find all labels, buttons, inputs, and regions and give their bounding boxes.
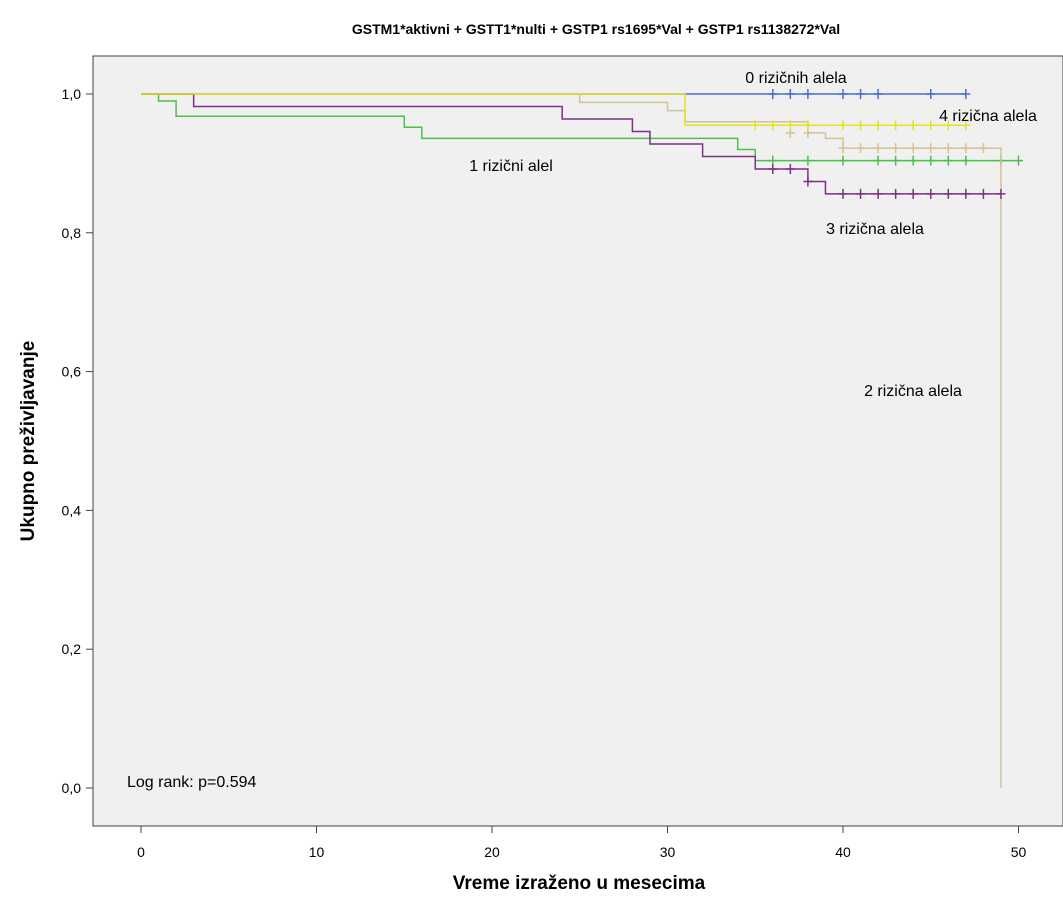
censor-mark: [926, 89, 936, 99]
series-4: [141, 93, 971, 131]
censor-mark: [961, 89, 971, 99]
censor-mark: [803, 89, 813, 99]
censor-mark: [768, 120, 778, 131]
censor-mark: [961, 155, 971, 166]
series-label-1: 1 rizični alel: [469, 158, 553, 175]
censor-mark: [908, 155, 918, 166]
censor-mark: [856, 89, 866, 99]
y-tick-label: 0,2: [62, 641, 82, 657]
censor-mark: [785, 89, 795, 99]
censor-mark: [856, 120, 866, 131]
x-tick-label: 0: [137, 844, 145, 860]
x-tick-label: 40: [835, 844, 851, 860]
censor-mark: [856, 143, 866, 154]
censor-mark: [873, 155, 883, 166]
censor-mark: [891, 120, 901, 131]
censor-mark: [891, 155, 901, 166]
censor-mark: [943, 155, 953, 166]
censor-mark: [1014, 155, 1023, 166]
censor-mark: [803, 120, 813, 131]
plot-area: [92, 55, 1063, 827]
censor-mark: [961, 143, 971, 154]
censor-mark: [873, 120, 883, 131]
censor-mark: [961, 120, 971, 131]
y-tick-label: 1,0: [62, 86, 82, 102]
x-axis: 0 10 20 30 40 50: [137, 826, 1026, 860]
censor-mark: [943, 120, 953, 131]
censor-mark: [803, 155, 813, 166]
censor-mark: [926, 143, 936, 154]
censor-mark: [996, 188, 1006, 199]
censor-mark: [768, 89, 778, 99]
y-tick-label: 0,4: [62, 502, 82, 518]
series-label-3: 3 rizična alela: [826, 221, 924, 238]
x-tick-label: 10: [309, 844, 325, 860]
censor-mark: [891, 188, 901, 199]
y-axis: 0,0 0,2 0,4 0,6 0,8 1,0: [62, 86, 93, 796]
censor-mark: [908, 120, 918, 131]
censor-mark: [838, 120, 848, 131]
censor-mark: [838, 188, 848, 199]
censor-mark: [943, 143, 953, 154]
censor-mark: [785, 120, 795, 131]
censor-mark: [908, 143, 918, 154]
y-tick-label: 0,8: [62, 225, 82, 241]
series-label-4: 4 rizična alela: [939, 108, 1037, 125]
x-tick-label: 50: [1011, 844, 1027, 860]
censor-mark: [838, 89, 848, 99]
series-line: [141, 93, 966, 126]
censor-mark: [873, 188, 883, 199]
series-layer: [141, 89, 1023, 788]
log-rank-annotation: Log rank: p=0.594: [127, 774, 257, 791]
censor-mark: [943, 188, 953, 199]
censor-mark: [908, 188, 918, 199]
y-axis-title: Ukupno preživljavanje: [18, 341, 39, 542]
chart-title: GSTM1*aktivni + GSTT1*nulti + GSTP1 rs16…: [352, 21, 840, 37]
series-label-2: 2 rizična alela: [864, 383, 962, 400]
y-tick-label: 0,0: [62, 780, 82, 796]
censor-mark: [838, 155, 848, 166]
censor-mark: [926, 155, 936, 166]
series-1: [141, 93, 1023, 166]
series-label-0: 0 rizičnih alela: [745, 70, 846, 87]
censor-mark: [803, 176, 813, 187]
censor-mark: [750, 120, 760, 131]
x-tick-label: 30: [660, 844, 676, 860]
series-3: [141, 93, 1006, 199]
x-tick-label: 20: [484, 844, 500, 860]
censor-mark: [961, 188, 971, 199]
censor-mark: [873, 89, 883, 99]
censor-mark: [873, 143, 883, 154]
censor-mark: [785, 163, 795, 174]
censor-mark: [856, 188, 866, 199]
series-line: [141, 93, 1019, 162]
censor-mark: [768, 163, 778, 174]
censor-mark: [978, 143, 988, 154]
series-labels: 0 rizičnih alela 1 rizični alel 2 rizičn…: [469, 70, 1037, 400]
censor-mark: [891, 143, 901, 154]
censor-mark: [978, 188, 988, 199]
x-axis-title: Vreme izraženo u mesecima: [453, 873, 706, 894]
censor-mark: [926, 188, 936, 199]
y-tick-label: 0,6: [62, 364, 82, 380]
censor-mark: [926, 120, 936, 131]
censor-mark: [838, 143, 848, 154]
